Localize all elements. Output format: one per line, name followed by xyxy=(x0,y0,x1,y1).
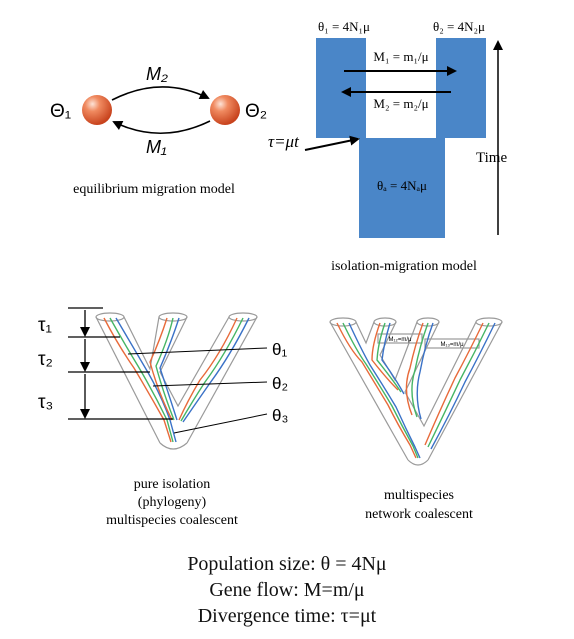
theta1-tree-label: θ₁ xyxy=(272,340,287,359)
ancestral-population-block xyxy=(359,138,445,238)
m1-label: M₁ = m₁/μ xyxy=(373,49,428,64)
m-top-label: M₂ xyxy=(146,64,168,84)
phylogeny-caption-line1: pure isolation xyxy=(134,477,211,492)
phylogeny-tree: τ₁ τ₂ τ₃ θ₁ θ₂ θ₃ pure isolation (phylog… xyxy=(38,307,288,528)
population-1-block xyxy=(316,38,366,138)
theta2-tree-label: θ₂ xyxy=(272,374,288,393)
theta3-tree-label: θ₃ xyxy=(272,406,288,425)
thetaA-label: θₐ = 4Nₐμ xyxy=(377,178,427,193)
footer-gene-flow: Gene flow: M=m/μ xyxy=(209,579,365,601)
isolation-migration-caption: isolation-migration model xyxy=(331,259,477,274)
network-caption-line1: multispecies xyxy=(384,488,454,503)
migration-label-a: M₁₂=m/μ xyxy=(389,337,413,343)
time-label: Time xyxy=(476,150,507,166)
population-2-block xyxy=(436,38,486,138)
footer-population-size: Population size: θ = 4Nμ xyxy=(187,553,387,575)
tau-pointer-arrow xyxy=(304,135,360,151)
network-tree: M₁₂=m/μ M₁₃=m/μ multispecies network coa… xyxy=(329,317,503,522)
theta1-block-label: θ₁ = 4N₁μ xyxy=(318,19,370,34)
migration-arrow-top xyxy=(111,86,210,101)
tau1-label: τ₁ xyxy=(38,315,52,336)
theta2-block-label: θ₂ = 4N₂μ xyxy=(433,19,485,34)
network-caption-line2: network coalescent xyxy=(365,507,473,522)
theta1-label: Θ₁ xyxy=(50,101,71,122)
phylogeny-caption-line2: (phylogeny) xyxy=(138,495,207,510)
footer-divergence-time: Divergence time: τ=μt xyxy=(197,605,377,627)
tau-label: τ=μt xyxy=(268,132,300,151)
m-bottom-label: M₁ xyxy=(146,137,167,157)
m2-label: M₂ = m₂/μ xyxy=(373,96,428,111)
isolation-migration-model: θ₁ = 4N₁μ θ₂ = 4N₂μ M₁ = m₁/μ M₂ = m₂/μ … xyxy=(268,19,507,274)
population-1-sphere xyxy=(82,95,112,125)
phylogeny-caption-line3: multispecies coalescent xyxy=(106,513,238,528)
migration-arrow-bottom xyxy=(112,120,211,134)
tau3-label: τ₃ xyxy=(38,392,53,413)
equilibrium-caption: equilibrium migration model xyxy=(73,182,235,197)
migration-label-b: M₁₃=m/μ xyxy=(440,342,464,348)
equilibrium-model: Θ₁ Θ₂ M₂ M₁ equilibrium migration model xyxy=(50,64,267,197)
population-2-sphere xyxy=(210,95,240,125)
theta2-label: Θ₂ xyxy=(245,101,267,122)
tau2-label: τ₂ xyxy=(38,349,53,370)
